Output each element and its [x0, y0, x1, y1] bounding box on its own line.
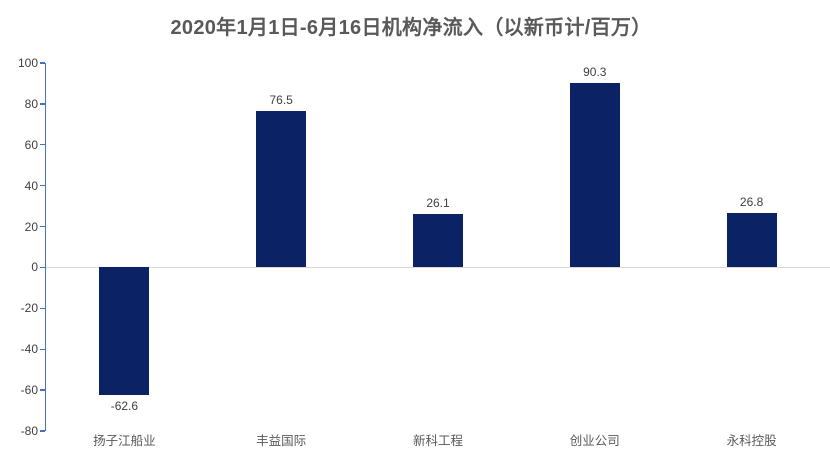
zero-baseline [46, 266, 830, 269]
y-axis-tick-label: 40 [24, 178, 38, 193]
y-axis-tick-label: 20 [24, 219, 38, 234]
y-axis-tick-label: 0 [31, 260, 38, 275]
bar [726, 212, 777, 268]
y-axis-tick-mark [39, 307, 45, 310]
y-axis-tick-label: -40 [20, 342, 38, 357]
y-axis-tick-label: 100 [17, 56, 38, 70]
bar-value-label: 26.8 [739, 194, 764, 209]
y-axis-line [44, 63, 46, 431]
category-label: 永科控股 [726, 434, 777, 448]
y-axis-tick-label: -80 [20, 424, 38, 438]
bar [413, 214, 463, 268]
category-label: 丰益国际 [256, 434, 307, 448]
y-axis-tick-mark [39, 103, 45, 105]
y-axis-tick-mark [39, 184, 45, 187]
category-label: 扬子江船业 [93, 434, 156, 448]
y-axis-tick-mark [39, 62, 45, 64]
y-axis-tick-mark [39, 266, 45, 269]
chart-title: 2020年1月1日-6月16日机构净流入（以新币计/百万） [170, 17, 652, 39]
bar-value-label: 90.3 [583, 64, 607, 79]
bar [569, 82, 620, 268]
category-label: 新科工程 [412, 434, 463, 448]
bar [256, 111, 307, 268]
y-axis-tick-mark [39, 389, 45, 391]
y-axis-tick-mark [39, 348, 45, 350]
bar [99, 267, 150, 396]
y-axis-tick-label: 80 [24, 96, 38, 111]
y-axis-tick-label: -60 [20, 383, 38, 398]
bar-value-label: -62.6 [110, 399, 139, 414]
y-axis-tick-mark [39, 430, 45, 432]
y-axis-tick-label: 60 [24, 137, 38, 152]
y-axis-tick-mark [39, 225, 45, 228]
bar-value-label: 26.1 [426, 196, 450, 211]
y-axis-tick-label: -20 [20, 301, 38, 316]
y-axis-tick-mark [39, 144, 45, 146]
category-label: 创业公司 [569, 434, 620, 448]
bar-value-label: 76.5 [269, 93, 293, 108]
